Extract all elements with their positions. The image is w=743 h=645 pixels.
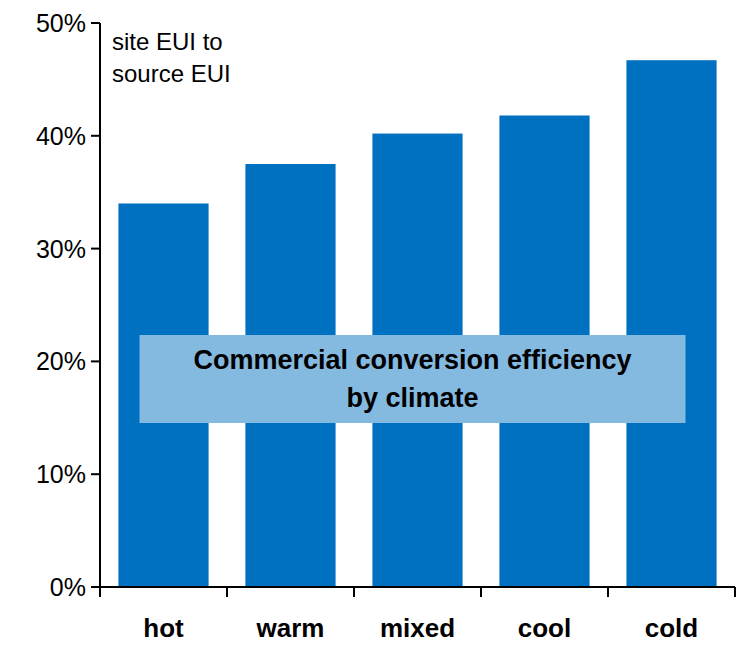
y-tick-label: 40% [36, 122, 86, 150]
y-axis-label-line: site EUI to [112, 28, 223, 55]
y-axis-label-line: source EUI [112, 60, 231, 87]
y-axis-label: site EUI to source EUI [112, 28, 231, 87]
x-tick-label: mixed [380, 613, 455, 643]
x-tick [226, 587, 228, 597]
y-tick-label: 20% [36, 347, 86, 375]
y-tick-label: 0% [50, 573, 86, 601]
y-tick [91, 248, 100, 250]
x-tick [734, 587, 736, 597]
bar [626, 60, 716, 587]
y-tick-label: 30% [36, 235, 86, 263]
x-tick [607, 587, 609, 597]
y-tick [91, 22, 100, 24]
title-line: by climate [346, 383, 478, 413]
x-tick-label: hot [143, 613, 184, 643]
chart: 0% 10% 20% 30% 40% 50% hot warm mixed cool cold sit… [0, 0, 743, 645]
y-tick [91, 473, 100, 475]
title-box [140, 335, 686, 423]
y-axis [99, 23, 101, 587]
y-tick [91, 360, 100, 362]
bars [118, 60, 716, 587]
y-tick-label: 10% [36, 460, 86, 488]
title-line: Commercial conversion efficiency [193, 345, 631, 375]
x-tick-label: warm [256, 613, 325, 643]
x-tick [99, 587, 101, 597]
y-tick [91, 586, 100, 588]
y-tick-label: 50% [36, 9, 86, 37]
x-tick [353, 587, 355, 597]
x-tick-label: cold [645, 613, 698, 643]
x-axis [100, 586, 735, 588]
x-tick-label: cool [518, 613, 571, 643]
x-tick [480, 587, 482, 597]
title: Commercial conversion efficiency by clima… [193, 345, 631, 413]
y-tick [91, 135, 100, 137]
